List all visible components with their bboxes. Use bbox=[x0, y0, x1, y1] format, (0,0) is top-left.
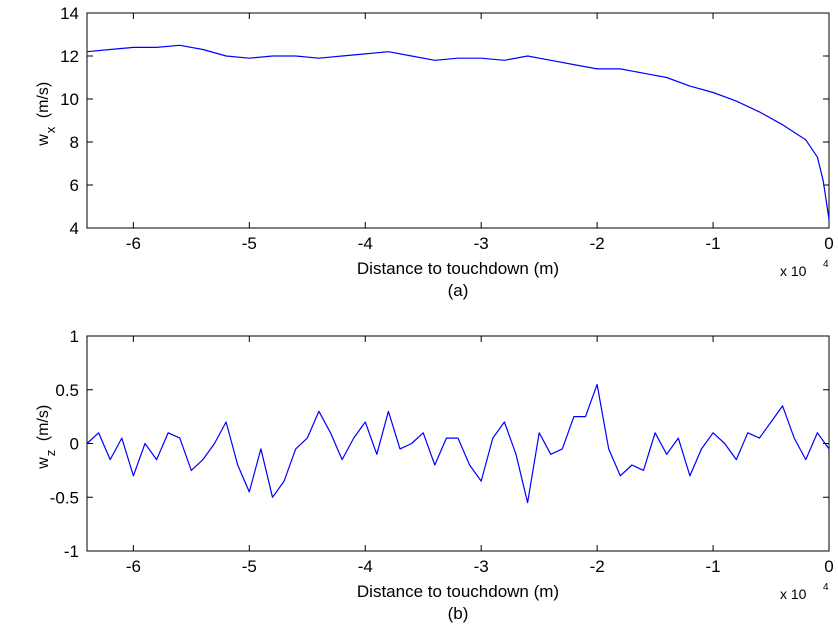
chart-panel-b: -6 -5 -4 -3 -2 -1 0 -1 -0.5 0 0.5 1 w z (m/s) Dista… bbox=[35, 327, 834, 623]
y-tick-label: 0.5 bbox=[55, 381, 79, 400]
plot-area-frame bbox=[86, 335, 830, 552]
y-tick-label: 6 bbox=[70, 176, 79, 195]
series-layer bbox=[86, 383, 830, 504]
y-axis-label-main: w bbox=[35, 457, 52, 470]
x-tick-label: 0 bbox=[824, 234, 833, 253]
x-tick-label: -5 bbox=[242, 557, 257, 576]
x-tick-label: -2 bbox=[590, 557, 605, 576]
chart-panel-a: -6 -5 -4 -3 -2 -1 0 4 6 8 10 12 14 w x (m/s) Distanc… bbox=[35, 4, 834, 300]
y-axis-label-unit: (m/s) bbox=[35, 82, 52, 118]
series-line bbox=[86, 383, 830, 504]
y-axis-label-sub: x bbox=[43, 126, 58, 133]
y-tick-label: 1 bbox=[70, 327, 79, 346]
axis-ticks: -6 -5 -4 -3 -2 -1 0 4 6 8 10 12 14 bbox=[60, 4, 834, 253]
panel-caption: (b) bbox=[448, 604, 469, 623]
x-tick-label: -4 bbox=[358, 234, 373, 253]
x-tick-label: -1 bbox=[706, 234, 721, 253]
y-axis-label-sub: z bbox=[43, 450, 58, 457]
y-tick-label: 12 bbox=[60, 47, 79, 66]
y-axis-label-unit: (m/s) bbox=[35, 405, 52, 441]
axis-ticks: -6 -5 -4 -3 -2 -1 0 -1 -0.5 0 0.5 1 bbox=[50, 327, 834, 576]
y-tick-label: -1 bbox=[64, 542, 79, 561]
x-axis-multiplier-exponent: 4 bbox=[823, 582, 829, 593]
x-axis-multiplier: x 10 bbox=[780, 586, 807, 602]
x-tick-label: -3 bbox=[474, 557, 489, 576]
x-tick-label: -4 bbox=[358, 557, 373, 576]
y-axis-label-main: w bbox=[35, 134, 52, 147]
x-tick-label: 0 bbox=[824, 557, 833, 576]
x-axis-multiplier: x 10 bbox=[780, 263, 807, 279]
series-layer bbox=[86, 44, 830, 220]
plot-area-frame bbox=[86, 12, 830, 229]
x-tick-label: -3 bbox=[474, 234, 489, 253]
x-tick-label: -2 bbox=[590, 234, 605, 253]
x-tick-label: -1 bbox=[706, 557, 721, 576]
y-tick-label: 14 bbox=[60, 4, 79, 23]
x-axis-multiplier-exponent: 4 bbox=[823, 259, 829, 270]
x-tick-label: -6 bbox=[126, 234, 141, 253]
series-line bbox=[86, 44, 830, 220]
panel-caption: (a) bbox=[448, 281, 469, 300]
y-tick-label: -0.5 bbox=[50, 488, 79, 507]
x-axis-label: Distance to touchdown (m) bbox=[357, 259, 559, 278]
y-tick-label: 10 bbox=[60, 90, 79, 109]
x-tick-label: -5 bbox=[242, 234, 257, 253]
x-tick-label: -6 bbox=[126, 557, 141, 576]
y-tick-label: 4 bbox=[70, 219, 79, 238]
x-axis-label: Distance to touchdown (m) bbox=[357, 582, 559, 601]
y-tick-label: 8 bbox=[70, 133, 79, 152]
y-tick-label: 0 bbox=[70, 435, 79, 454]
